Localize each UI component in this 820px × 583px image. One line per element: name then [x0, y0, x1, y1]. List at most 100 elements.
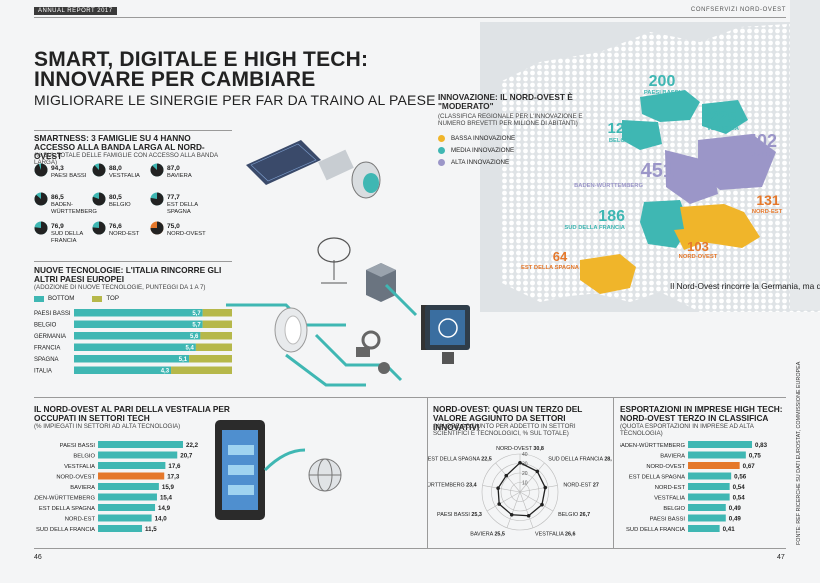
bar-category-label: EST DELLA SPAGNA	[39, 506, 95, 512]
bar-bottom	[74, 355, 190, 363]
legend-label: TOP	[106, 295, 119, 302]
radar-point	[518, 460, 522, 465]
legend-label: MEDIA INNOVAZIONE	[451, 146, 515, 154]
section-header: CONFSERVIZI NORD-OVEST	[690, 7, 786, 13]
map-region-label: VESTFALIA	[707, 126, 740, 132]
radar-axis-label: EST DELLA SPAGNA 22,5	[428, 456, 492, 462]
map-title-block: INNOVAZIONE: IL NORD-OVEST È "MODERATO" …	[438, 92, 623, 128]
bar-category-label: NORD-OVEST	[56, 475, 95, 481]
footer-rule	[34, 548, 786, 549]
radar-title: NORD-OVEST: QUASI UN TERZO DEL VALORE AG…	[433, 404, 583, 432]
bar-category-label: BAVIERA	[70, 485, 95, 491]
bar-category-label: PAESI BASSI	[34, 311, 71, 317]
radar-spoke	[486, 491, 521, 512]
tech-legend: BOTTOM TOP	[34, 295, 119, 302]
radar-axis-label: NORD-OVEST 30,8	[496, 446, 544, 452]
legend-item-bassa: BASSA INNOVAZIONE	[438, 132, 515, 144]
bar-category-label: FRANCIA	[34, 346, 60, 352]
bar-top	[189, 355, 232, 363]
smartness-note: (% SUL TOTALE DELLE FAMIGLIE CON ACCESSO…	[34, 152, 218, 166]
bar-value-label: 5,7	[192, 323, 201, 329]
bar-value-label: 11,5	[145, 526, 157, 533]
radar-axis-label: BELGIO 26,7	[558, 512, 590, 518]
pie-slice-value	[150, 192, 164, 206]
rule	[34, 130, 232, 131]
radar-spoke	[519, 491, 534, 528]
bar-category-label: BADEN-WÜRTTEMBERG	[34, 495, 95, 502]
bar-bottom	[74, 343, 196, 351]
bar-value-label: 14,9	[158, 505, 171, 512]
region-nord-est	[680, 204, 760, 248]
legend-top: TOP	[92, 295, 119, 302]
map-edge	[790, 0, 820, 310]
tech-illustration	[226, 140, 436, 387]
pie-label: EST DELLA SPAGNA	[167, 202, 198, 215]
pie-chart	[150, 163, 164, 177]
radar-value-label: 28,3	[604, 456, 612, 462]
radar-point	[526, 513, 531, 518]
bar-category-label: SUD DELLA FRANCIA	[626, 527, 685, 533]
region-blobs	[580, 90, 776, 294]
bar-bottom	[74, 309, 203, 317]
radar-axis-label: SUD DELLA FRANCIA 28,3	[548, 456, 612, 462]
bar-value-label: 4,3	[161, 369, 170, 375]
cables	[226, 283, 418, 387]
radar-spoke	[495, 462, 521, 493]
bar-bottom	[74, 320, 203, 328]
radar-point	[496, 486, 500, 490]
pie-slice-value	[34, 221, 48, 235]
bar-top	[202, 309, 232, 317]
map-region-label: SUD DELLA FRANCIA	[564, 225, 625, 231]
bar-value-label: 0,56	[734, 474, 747, 481]
bar	[98, 462, 166, 469]
map-region-value: 126	[607, 120, 632, 137]
page-number-right: 47	[777, 554, 785, 561]
legend-label: ALTA INNOVAZIONE	[451, 158, 510, 166]
bar-bottom	[74, 332, 201, 340]
map-region-label: EST DELLA SPAGNA	[521, 265, 580, 271]
pie-value: 88,0	[109, 165, 122, 172]
map-region-value: 200	[649, 73, 676, 90]
pie-item: 76,9 SUD DELLA FRANCIA	[34, 221, 92, 249]
bar-value-label: 15,9	[162, 484, 175, 491]
radar-spoke	[482, 485, 521, 493]
map-region-value: 103	[687, 239, 709, 254]
pie-slice-value	[34, 163, 48, 177]
map-title: INNOVAZIONE: IL NORD-OVEST È "MODERATO"	[438, 92, 573, 111]
server-icon	[366, 263, 396, 302]
bar	[688, 441, 752, 448]
radar-tick-label: 40	[522, 452, 528, 458]
pie-value: 77,7	[167, 194, 180, 201]
pie-chart	[92, 163, 106, 177]
globe-icon	[308, 458, 342, 492]
bar-value-label: 0,49	[729, 516, 742, 523]
bar-category-label: BAVIERA	[660, 454, 685, 460]
monitor-icon	[425, 305, 470, 364]
bar	[688, 504, 726, 511]
bar-top	[195, 343, 232, 351]
radar-spoke	[519, 485, 558, 493]
bar-value-label: 0,49	[729, 505, 742, 512]
bar-value-label: 14,0	[155, 516, 168, 523]
bar-top	[200, 332, 232, 340]
map-region-value: 225	[710, 109, 737, 126]
source-note: FONTE: REF RICERCHE SU DATI EUROSTAT, CO…	[796, 361, 802, 545]
bar-category-label: BADEN-WÜRTTEMBERG	[620, 442, 685, 449]
radar-point	[504, 473, 509, 478]
bar	[688, 472, 732, 480]
legend-dot	[438, 134, 445, 142]
pie-value: 80,5	[109, 194, 122, 201]
radar-value-label: 23,4	[466, 482, 477, 488]
bar-category-label: VESTFALIA	[654, 496, 685, 502]
export-chart: BADEN-WÜRTTEMBERG 0,83 BAVIERA 0,75 NORD-OVE…	[620, 441, 768, 533]
pie-chart	[150, 192, 164, 206]
pie-chart	[34, 221, 48, 235]
bar	[98, 472, 165, 480]
pie-item: 75,0 NORD-OVEST	[150, 221, 208, 249]
pie-label: PAESI BASSI	[51, 173, 87, 179]
pie-chart	[34, 163, 48, 177]
region-baviera	[698, 134, 776, 190]
pie-slice-value	[34, 192, 48, 206]
map-region-value: 131	[756, 192, 780, 208]
region-nord-ovest	[674, 228, 700, 250]
